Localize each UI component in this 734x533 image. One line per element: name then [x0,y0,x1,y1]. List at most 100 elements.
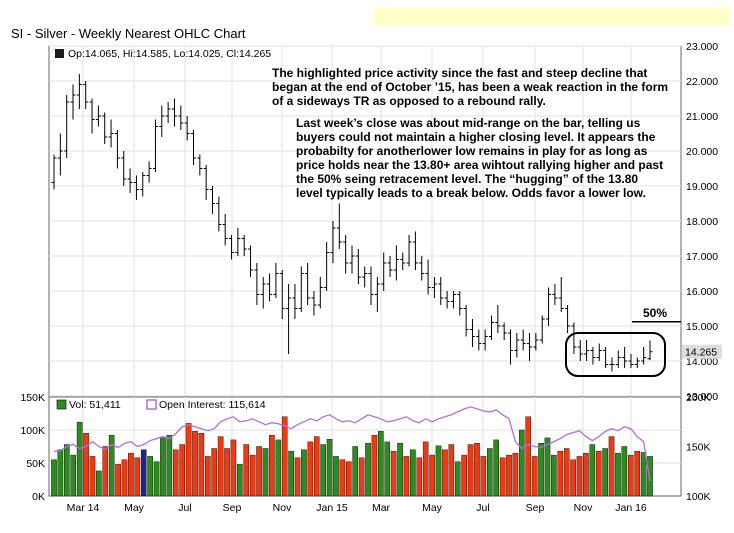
ohlc-bar [412,231,418,270]
volume-bar [89,456,96,497]
ohlc-bar [444,291,450,309]
volume-bar [403,456,410,497]
volume-bar [51,459,57,497]
last-price-value: 14.265 [685,347,717,359]
ohlc-bar [83,81,89,109]
volume-bar [531,456,538,497]
volume-bar [294,457,301,497]
ohlc-bar [279,270,285,319]
volume-bar [96,470,102,497]
volume-bar [602,448,608,497]
volume-bar [262,448,269,497]
volume-bar [313,436,320,497]
ohlc-bar [476,329,482,351]
ohlc-bar [438,277,444,305]
volume-bar [352,446,359,497]
open-interest-legend: Open Interest: 115,614 [159,399,266,411]
ohlc-bar [235,228,241,256]
volume-bar [378,431,384,497]
ohlc-bar [197,154,203,176]
ohlc-bar [641,347,647,365]
volume-bar [83,433,89,497]
ohlc-bar [495,305,501,333]
ohlc-bar [558,277,564,312]
volume-bar [474,443,480,497]
volume-bar [192,431,198,497]
ohlc-bar [393,245,399,281]
volume-bar [480,456,487,497]
volume-bar [160,437,166,497]
ohlc-bar [324,242,330,291]
ohlc-bar [330,221,336,263]
volume-bar [570,459,576,497]
volume-bar [442,449,448,497]
ohlc-bar [450,291,456,309]
ohlc-bars [51,74,653,372]
volume-bar [301,449,307,497]
ohlc-bar [596,343,602,361]
ohlc-bar [406,235,412,267]
volume-bar [384,441,391,497]
ohlc-bar [210,186,216,214]
volume-bar [429,454,435,497]
ohlc-bar [51,154,57,190]
volume-bar [166,435,173,497]
ohlc-bar [190,130,196,165]
x-tick-label: Sep [223,502,242,514]
volume-bar [563,448,570,497]
volume-tick-label: 100K [20,425,45,437]
ohlc-bar [311,291,317,316]
ohlc-bar [431,277,437,298]
ohlc-bar [387,256,393,277]
volume-bar [147,456,153,497]
ohlc-bar [114,130,120,169]
ohlc-bar [374,277,380,312]
volume-bar [76,421,83,497]
legend-ohlc-swatch [55,49,64,58]
volume-bar [102,446,109,497]
price-tick-label: 14.000 [686,356,718,368]
volume-legend: Vol: 51,411 [69,399,121,411]
volume-bar [627,454,634,497]
volume-bar [461,454,467,497]
ohlc-bar [152,119,158,172]
ohlc-bar [469,319,475,347]
ohlc-bar [108,119,114,148]
price-tick-label: 19.000 [686,181,718,193]
volume-bar [57,449,64,497]
ohlc-bar [229,235,235,260]
ohlc-bar [463,305,469,337]
ohlc-bar [546,287,552,326]
volume-bar [185,423,192,497]
open-interest-line [53,406,651,482]
volume-bar [608,436,615,497]
x-tick-label: Jan 16 [615,502,647,514]
ohlc-bar [539,315,545,344]
volume-bar [333,456,339,497]
ohlc-bar [571,322,577,354]
open-interest-tick-label: 150K [686,442,711,454]
ohlc-bar [171,98,177,127]
volume-bar [217,436,224,497]
ohlc-bar [248,245,254,277]
volume-bar [589,444,596,497]
ohlc-bar [298,266,304,312]
price-tick-label: 15.000 [686,321,718,333]
volume-bar [134,457,141,497]
ohlc-bar [647,340,653,361]
volume-bar [115,464,121,497]
volume-bar [256,446,262,497]
ohlc-bar [76,74,82,109]
volume-bar [339,459,346,497]
volume-bar [486,448,493,497]
legend-oi-swatch [146,399,157,410]
x-tick-label: Jul [476,502,489,514]
x-tick-label: Nov [273,502,292,514]
chart-title: SI - Silver - Weekly Nearest OHLC Chart [11,26,246,41]
ohlc-bar [292,284,298,319]
volume-bar [128,452,134,497]
price-axis-ticks: 23.000 22.000 21.000 20.000 19.000 18.000 17.0… [686,41,718,403]
open-interest-tick-label: 200K [686,392,711,404]
volume-bar [230,439,237,497]
